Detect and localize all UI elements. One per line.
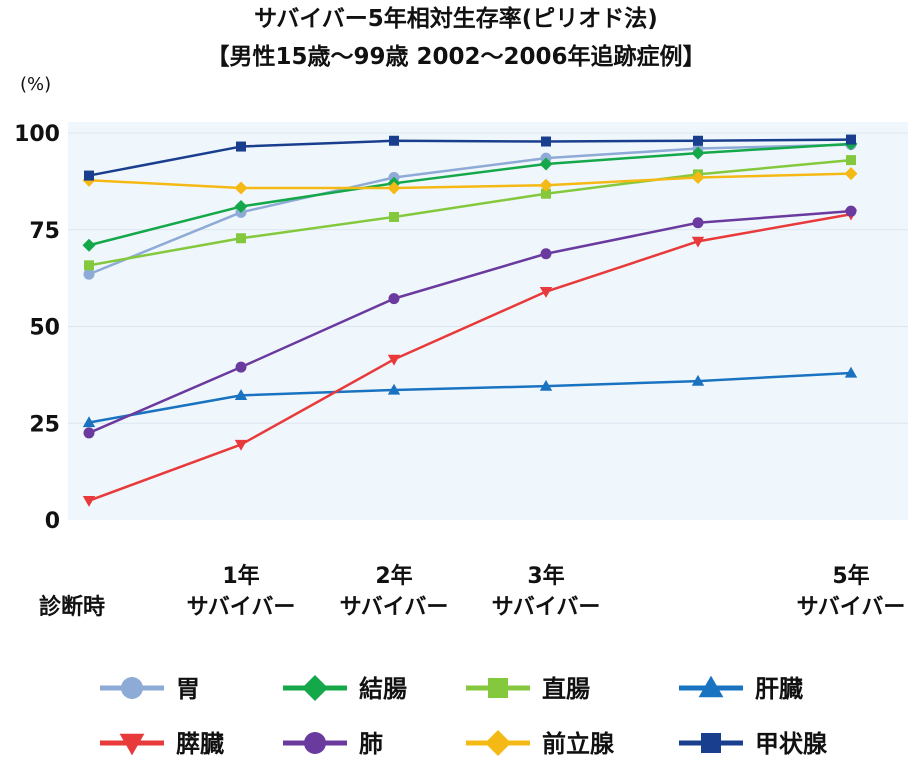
data-point <box>387 181 401 195</box>
data-point <box>539 287 553 298</box>
data-point <box>539 379 553 391</box>
data-point <box>389 135 399 146</box>
data-point <box>691 146 705 160</box>
data-point <box>692 217 704 229</box>
y-tick-label: 75 <box>29 219 60 244</box>
data-point <box>234 200 248 214</box>
grid <box>68 132 908 424</box>
data-point <box>82 496 96 507</box>
series-line <box>88 158 852 267</box>
series-line <box>88 143 852 276</box>
legend-marker <box>119 733 145 756</box>
y-axis-ticks: 0 25 50 75 100 <box>14 122 60 534</box>
legend-item: 直腸 <box>466 675 590 703</box>
legend-item: 甲状腺 <box>679 730 828 758</box>
data-point <box>540 248 552 260</box>
series-line <box>88 142 852 247</box>
x-tick-label: 2年 <box>375 563 412 589</box>
data-point <box>83 268 95 280</box>
data-point <box>691 236 705 248</box>
data-point <box>236 233 246 244</box>
data-point <box>539 178 553 192</box>
x-tick-label: サバイバー <box>797 595 906 620</box>
x-tick-label: サバイバー <box>340 595 449 620</box>
series-6 <box>83 205 857 439</box>
legend-label: 膵臓 <box>176 730 224 758</box>
data-point <box>235 361 247 373</box>
x-tick-label: 診断時 <box>39 594 105 620</box>
data-point <box>83 427 95 439</box>
series-line <box>88 209 852 435</box>
data-point <box>82 416 96 428</box>
series-line <box>88 371 852 424</box>
x-tick-label: サバイバー <box>187 595 296 620</box>
y-tick-label: 100 <box>14 122 60 147</box>
x-tick-label: 3年 <box>527 563 564 589</box>
data-point <box>541 136 551 147</box>
data-point <box>541 188 551 199</box>
legend-label: 甲状腺 <box>755 730 828 758</box>
legend-item: 膵臓 <box>100 730 224 758</box>
legend-item: 肺 <box>283 730 383 758</box>
legend-item: 胃 <box>100 675 200 703</box>
data-point <box>388 293 400 305</box>
data-point <box>387 383 401 395</box>
series-7 <box>82 167 858 195</box>
legend-marker <box>488 678 508 698</box>
legend-item: 前立腺 <box>466 730 615 758</box>
legend-item: 結腸 <box>283 675 407 703</box>
series-4 <box>82 366 858 428</box>
data-point <box>691 374 705 386</box>
series-group <box>82 134 858 507</box>
legend-label: 結腸 <box>359 675 407 703</box>
x-tick-label: サバイバー <box>492 595 601 620</box>
legend-marker <box>701 733 721 753</box>
legend-marker <box>302 675 328 701</box>
legend-marker <box>698 675 724 698</box>
y-axis-label: (%) <box>20 74 51 95</box>
chart-subtitle: 【男性15歳～99歳 2002～2006年追跡症例】 <box>206 43 705 70</box>
data-point <box>234 181 248 195</box>
data-point <box>389 211 399 222</box>
series-line <box>88 213 852 502</box>
y-tick-label: 50 <box>29 316 60 341</box>
plot-area <box>68 122 908 520</box>
data-point <box>844 366 858 378</box>
data-point <box>846 134 856 145</box>
data-point <box>234 439 248 451</box>
series-line <box>88 172 852 190</box>
legend-label: 前立腺 <box>542 730 615 758</box>
x-tick-label: 1年 <box>222 563 259 589</box>
legend-item: 肝臓 <box>679 675 803 703</box>
legend-label: 胃 <box>176 675 200 703</box>
data-point <box>82 238 96 252</box>
series-5 <box>82 209 858 507</box>
legend-label: 肝臓 <box>755 675 803 703</box>
y-tick-label: 25 <box>29 412 60 437</box>
data-point <box>846 155 856 166</box>
data-point <box>693 135 703 146</box>
legend-marker <box>485 730 511 756</box>
legend-label: 肺 <box>359 730 383 758</box>
data-point <box>236 141 246 152</box>
x-tick-label: 5年 <box>832 563 869 589</box>
y-tick-label: 0 <box>45 509 60 534</box>
data-point <box>691 171 705 185</box>
data-point <box>539 157 553 171</box>
data-point <box>844 167 858 181</box>
chart-title: サバイバー5年相対生存率(ピリオド法) <box>254 5 658 32</box>
legend-marker <box>304 732 326 754</box>
data-point <box>845 205 857 217</box>
legend-marker <box>121 677 143 699</box>
data-point <box>387 354 401 366</box>
data-point <box>84 170 94 181</box>
legend-label: 直腸 <box>542 675 590 703</box>
data-point <box>84 260 94 271</box>
series-line <box>88 138 852 177</box>
data-point <box>234 389 248 401</box>
series-8 <box>84 134 856 181</box>
